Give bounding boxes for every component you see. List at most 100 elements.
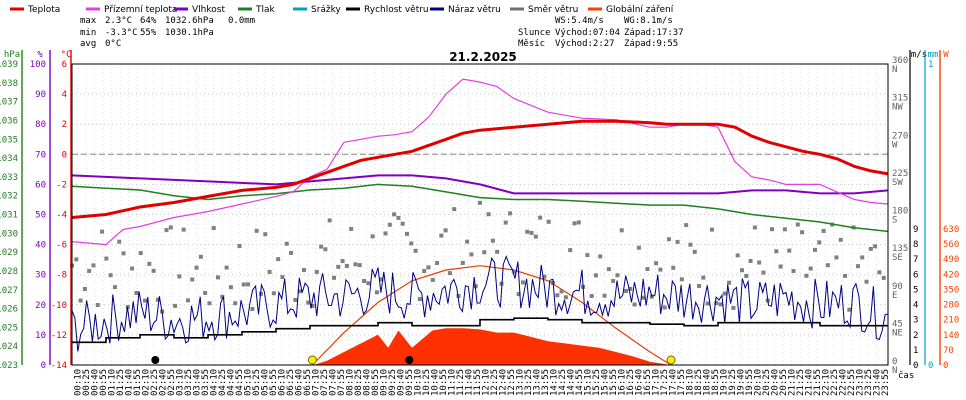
tick-label-pct: 10 (35, 331, 46, 341)
wind-dir-point (877, 270, 882, 275)
stats-temp: -3.3°C (105, 28, 138, 38)
pressure-line (71, 183, 889, 233)
wind-dir-point (340, 259, 345, 264)
wind-dir-point (237, 243, 242, 248)
stats-humidity: 55% (140, 28, 157, 38)
x-tick-label: 11:10 (448, 369, 458, 396)
legend-item: Rychlost větru (364, 5, 429, 15)
stats-panel: max 2.3°C 64% 1032.6hPa 0.0mm min -3.3°C 55% 103… (80, 16, 684, 49)
tick-label-wm2: 140 (943, 331, 959, 341)
wind-dir-point (198, 254, 203, 259)
wind-dir-point (203, 291, 208, 296)
wind-dir-point (379, 277, 384, 282)
tick-label-pct: 100 (30, 60, 46, 70)
x-tick-label: 06:55 (303, 369, 313, 396)
wind-dir-point (357, 263, 362, 268)
wind-dir-point (336, 264, 341, 269)
wind-dir-point (91, 263, 96, 268)
x-tick-label: 12:40 (499, 369, 509, 396)
x-tick-label: 15:55 (609, 369, 619, 396)
tick-label-ms: 5 (913, 285, 918, 295)
wind-dir-point (705, 301, 710, 306)
wind-dir-point (323, 247, 328, 252)
x-tick-label: 00:25 (82, 369, 92, 396)
sunrise-time: Východ:07:04 (555, 28, 620, 38)
tick-label-wm2: 490 (943, 255, 959, 265)
wind-dir-point (185, 298, 190, 303)
x-tick-label: 21:40 (805, 369, 815, 396)
wind-dir-point (546, 219, 551, 224)
wind-dir-point (78, 298, 83, 303)
x-tick-label: 23:25 (864, 369, 874, 396)
x-tick-label: 18:25 (694, 369, 704, 396)
tick-label-dir-compass: E (892, 291, 897, 301)
wind-dir-point (121, 251, 126, 256)
wind-dir-point (542, 274, 547, 279)
legend-item: Globální záření (606, 5, 674, 15)
wind-dir-point (327, 218, 332, 223)
x-tick-label: 00:40 (91, 369, 101, 396)
x-tick-label: 02:40 (159, 369, 169, 396)
x-tick-label: 03:25 (184, 369, 194, 396)
axis-title-ms: m/s (911, 50, 927, 60)
wind-dir-point (800, 230, 805, 235)
wind-dir-point (714, 301, 719, 306)
x-tick-label: 08:10 (346, 369, 356, 396)
x-tick-label: 19:55 (745, 369, 755, 396)
wind-dir-point (658, 267, 663, 272)
wind-dir-point (628, 286, 633, 291)
x-tick-label: 05:40 (261, 369, 271, 396)
moonrise-marker (151, 356, 160, 364)
tick-label-dir-compass: SW (892, 178, 903, 188)
wind-dir-point (456, 293, 461, 298)
wind-dir-point (516, 292, 521, 297)
x-tick-label: 09:25 (388, 369, 398, 396)
x-tick-label: 08:40 (363, 369, 373, 396)
wind-dir-point (868, 246, 873, 251)
wind-dir-point (739, 268, 744, 273)
moonrise-time: Východ:2:27 (555, 39, 615, 49)
tick-label-hpa: 1037 (0, 98, 18, 108)
wind-dir-point (662, 305, 667, 310)
wind-dir-point (873, 244, 878, 249)
wind-dir-point (632, 302, 637, 307)
tick-label-dir: 135 (892, 244, 908, 254)
sun-label: Slunce (518, 28, 551, 38)
x-tick-label: 01:55 (133, 369, 143, 396)
x-tick-label: 17:40 (669, 369, 679, 396)
wind-dir-point (512, 269, 517, 274)
axis-title-temp: °C (61, 50, 72, 60)
wind-dir-point (100, 229, 105, 234)
tick-label-temp: -10 (51, 301, 67, 311)
tick-label-wm2: 350 (943, 285, 959, 295)
wind-dir-point (589, 294, 594, 299)
x-tick-label: 01:25 (116, 369, 126, 396)
x-tick-label: 20:40 (771, 369, 781, 396)
wind-dir-point (834, 255, 839, 260)
wind-dir-point (344, 263, 349, 268)
axes: hPa1023102410251026102710281029103010311… (0, 50, 959, 396)
wind-dir-point (757, 260, 762, 265)
x-tick-label: 07:40 (329, 369, 339, 396)
wind-dir-point (87, 268, 92, 273)
wind-dir-point (293, 297, 298, 302)
wind-dir-point (611, 278, 616, 283)
x-tick-label: 19:10 (720, 369, 730, 396)
wind-dir-point (177, 274, 182, 279)
x-tick-label: 00:55 (99, 369, 109, 396)
x-tick-label: 21:25 (796, 369, 806, 396)
tick-label-dir: 225 (892, 169, 908, 179)
moon-label: Měsíc (518, 39, 545, 49)
wind-dir-point (881, 275, 886, 280)
wind-dir-point (533, 234, 538, 239)
x-tick-label: 22:25 (830, 369, 840, 396)
legend-item: Vlhkost (192, 5, 225, 15)
wind-dir-point (791, 269, 796, 274)
wind-dir-point (207, 301, 212, 306)
wind-dir-point (220, 294, 225, 299)
tick-label-dir: 315 (892, 94, 908, 104)
x-tick-label: 02:25 (150, 369, 160, 396)
axis-title-wm2: W (943, 50, 949, 60)
tick-label-ms: 0 (913, 361, 918, 371)
wind-dir-point (267, 269, 272, 274)
